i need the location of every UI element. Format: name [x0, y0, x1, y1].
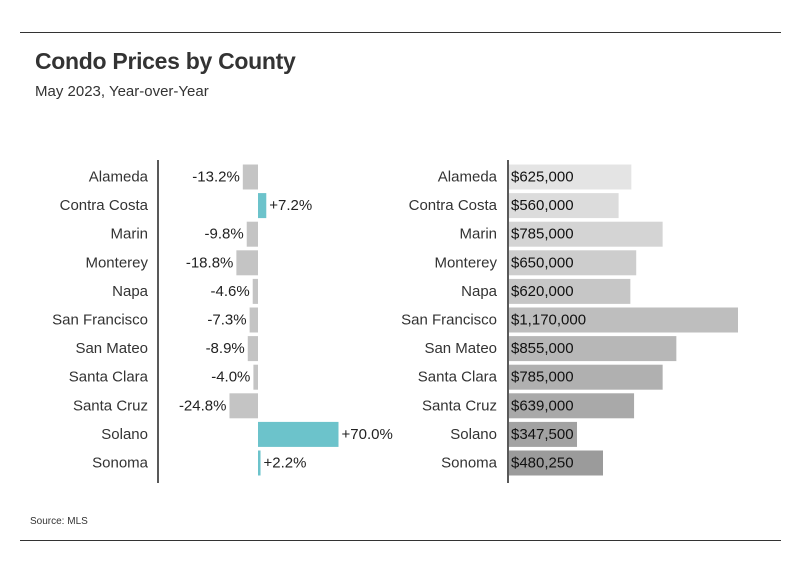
source-note: Source: MLS — [30, 516, 88, 527]
yoy-change-chart: Alameda -13.2% Contra Costa +7.2% Marin -9.8%… — [52, 160, 393, 483]
category-label: Santa Clara — [418, 369, 498, 386]
category-label: Sonoma — [92, 455, 149, 472]
category-label: Alameda — [438, 169, 498, 186]
category-label: Napa — [112, 283, 149, 300]
change-bar — [229, 393, 258, 419]
category-label: Solano — [450, 426, 497, 443]
change-bar — [249, 307, 258, 333]
price-bar — [509, 307, 738, 333]
price-value-label: $347,500 — [511, 426, 574, 443]
change-bar — [236, 250, 258, 276]
price-value-label: $480,250 — [511, 455, 574, 472]
category-label: Sonoma — [441, 455, 498, 472]
change-bar — [258, 193, 267, 219]
price-bar — [509, 336, 677, 362]
category-label: Monterey — [85, 254, 148, 271]
change-bar — [258, 421, 339, 447]
price-value-label: $785,000 — [511, 226, 574, 243]
change-value-label: -18.8% — [186, 254, 234, 271]
price-bar — [509, 193, 619, 219]
price-value-label: $855,000 — [511, 340, 574, 357]
change-value-label: -13.2% — [192, 169, 240, 186]
price-value-label: $620,000 — [511, 283, 574, 300]
category-label: Santa Clara — [69, 369, 149, 386]
change-value-label: +7.2% — [269, 197, 312, 214]
price-value-label: $785,000 — [511, 369, 574, 386]
change-bar — [252, 278, 258, 304]
category-label: Contra Costa — [409, 197, 498, 214]
category-label: Marin — [459, 226, 497, 243]
price-value-label: $639,000 — [511, 397, 574, 414]
price-value-label: $560,000 — [511, 197, 574, 214]
category-label: Solano — [101, 426, 148, 443]
change-value-label: -8.9% — [206, 340, 245, 357]
category-label: Contra Costa — [60, 197, 149, 214]
category-label: San Francisco — [52, 312, 148, 329]
price-bar — [509, 164, 632, 190]
top-rule — [20, 32, 781, 33]
category-label: Santa Cruz — [73, 397, 148, 414]
change-value-label: -7.3% — [207, 312, 246, 329]
category-label: Napa — [461, 283, 498, 300]
category-label: San Mateo — [424, 340, 497, 357]
category-label: Santa Cruz — [422, 397, 497, 414]
change-value-label: -4.0% — [211, 369, 250, 386]
chart-title: Condo Prices by County — [35, 48, 296, 74]
price-bar — [509, 221, 663, 247]
change-bar — [247, 336, 258, 362]
category-label: San Mateo — [75, 340, 148, 357]
category-label: Alameda — [89, 169, 149, 186]
change-value-label: -24.8% — [179, 397, 227, 414]
price-bar — [509, 421, 578, 447]
change-bar — [253, 364, 258, 390]
category-label: Marin — [110, 226, 148, 243]
median-price-chart: Alameda $625,000 Contra Costa $560,000 Marin… — [401, 160, 738, 483]
change-bar — [258, 450, 261, 476]
price-bar — [509, 278, 631, 304]
price-value-label: $625,000 — [511, 169, 574, 186]
price-bar — [509, 364, 663, 390]
change-value-label: -9.8% — [205, 226, 244, 243]
change-value-label: -4.6% — [211, 283, 250, 300]
bottom-rule — [20, 540, 781, 541]
price-value-label: $1,170,000 — [511, 312, 586, 329]
price-value-label: $650,000 — [511, 254, 574, 271]
price-bar — [509, 450, 603, 476]
category-label: Monterey — [434, 254, 497, 271]
category-label: San Francisco — [401, 312, 497, 329]
chart-subtitle: May 2023, Year-over-Year — [35, 83, 209, 100]
change-bar — [242, 164, 258, 190]
price-bar — [509, 393, 635, 419]
price-bar — [509, 250, 637, 276]
change-value-label: +70.0% — [342, 426, 393, 443]
change-value-label: +2.2% — [264, 455, 307, 472]
change-bar — [246, 221, 258, 247]
